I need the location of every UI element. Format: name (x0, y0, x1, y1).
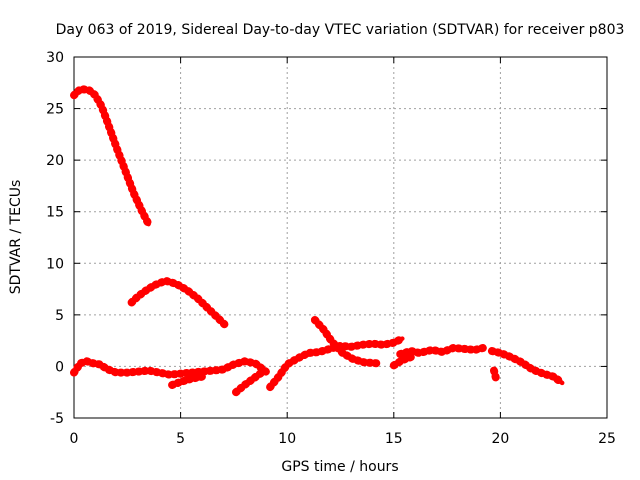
series-arc-4-markers (168, 372, 206, 389)
series-arc-2-markers (127, 276, 230, 330)
y-tick-label: 10 (46, 256, 64, 272)
y-tick-label: 0 (55, 359, 64, 375)
series-arc-10-markers (487, 347, 567, 387)
y-tick-label: 5 (55, 308, 64, 324)
y-axis-label: SDTVAR / TECUs (8, 180, 24, 295)
series-arc-9-markers (389, 353, 415, 370)
chart-title: Day 063 of 2019, Sidereal Day-to-day VTE… (56, 22, 625, 38)
y-tick-label: 20 (46, 153, 64, 169)
series-arc-8-markers (396, 343, 488, 359)
series-arc-11-markers (490, 366, 501, 383)
x-tick-label: 25 (598, 431, 616, 447)
x-tick-label: 10 (278, 431, 296, 447)
series-arc-3-markers (70, 357, 270, 379)
y-tick-label: -5 (50, 411, 64, 427)
x-tick-label: 5 (176, 431, 185, 447)
y-tick-label: 15 (46, 205, 64, 221)
plot-frame (73, 56, 608, 419)
grid (74, 57, 607, 418)
y-tick-label: 25 (46, 102, 64, 118)
series-arc-7-markers (310, 316, 381, 368)
series-arc-1-markers (70, 85, 153, 229)
x-axis-label: GPS time / hours (281, 459, 398, 475)
data-series (70, 85, 567, 397)
x-tick-label: 0 (70, 431, 79, 447)
axis-ticks: 0 5 10 15 20 25 -5 0 5 10 15 20 25 30 (46, 50, 616, 447)
x-tick-label: 15 (385, 431, 403, 447)
series-arc-5-markers (232, 368, 266, 397)
y-tick-label: 30 (46, 50, 64, 66)
x-tick-label: 20 (491, 431, 509, 447)
